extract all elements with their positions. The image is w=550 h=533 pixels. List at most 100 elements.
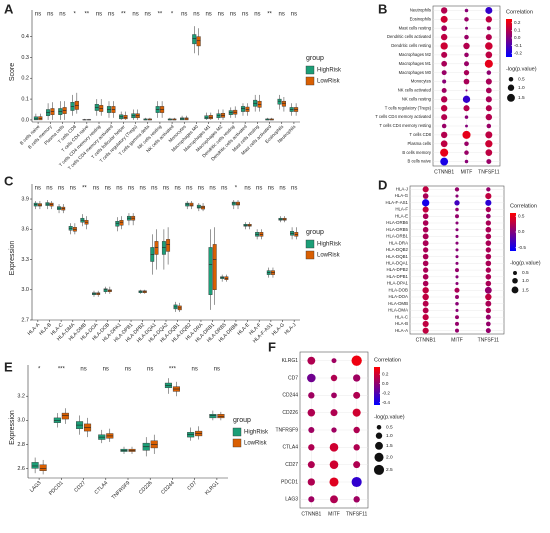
dot [455, 221, 459, 225]
dot [465, 26, 468, 30]
y-axis-title: Score [9, 63, 16, 81]
legend-title: group [306, 55, 324, 62]
row-label: LAG3 [285, 497, 298, 503]
dot [485, 233, 492, 240]
x-tick-label: CTLA4 [93, 480, 109, 496]
dot [423, 267, 429, 273]
x-tick-label: KLRG1 [204, 480, 220, 496]
row-label: NK cells resting [402, 96, 432, 101]
legend-swatch [305, 76, 315, 86]
size-legend-dot [374, 452, 384, 462]
size-legend-label: 0.5 [518, 77, 525, 83]
significance-label: ns [186, 186, 192, 192]
box [231, 201, 236, 206]
dot [353, 391, 361, 399]
legend-label: HighRisk [317, 242, 342, 248]
significance-label: ** [84, 12, 89, 18]
significance-label: ns [47, 12, 53, 18]
row-label: HLA-DQB1 [386, 254, 409, 259]
dot [422, 226, 429, 233]
significance-label: ns [268, 186, 274, 192]
significance-label: ns [145, 12, 151, 18]
dot [462, 130, 471, 139]
row-label: HLA-F-AS1 [386, 200, 409, 205]
size-legend-dot [511, 286, 519, 294]
dot [352, 408, 361, 417]
dot [331, 392, 337, 399]
dot [486, 26, 491, 31]
legend-label: LowRisk [317, 79, 341, 85]
dot [423, 247, 429, 253]
dot [422, 280, 429, 287]
row-label: KLRG1 [282, 358, 299, 364]
size-legend-dot [513, 271, 517, 275]
significance-label: ns [214, 367, 220, 373]
box [154, 241, 159, 255]
dot [486, 159, 492, 165]
dot [441, 25, 448, 32]
dot [455, 275, 459, 279]
dot [485, 149, 493, 157]
dot [485, 16, 493, 23]
colorbar-label: 0.2 [382, 371, 389, 376]
y-tick-label: 3.3 [21, 257, 29, 263]
dot [455, 255, 459, 259]
dot [307, 373, 316, 383]
size-legend-label: 0.5 [522, 270, 529, 276]
y-axis-title: Expression [9, 410, 16, 445]
row-label: Plasma cells [407, 141, 431, 146]
dot [485, 193, 492, 200]
dot [464, 17, 469, 22]
row-label: HLA-B [395, 321, 408, 326]
size-legend-dot [375, 441, 383, 450]
dot [441, 123, 447, 129]
size-legend-label: 1.0 [518, 85, 525, 91]
size-legend-label: 2.5 [386, 467, 393, 473]
row-label: Monocytes [411, 79, 431, 84]
y-tick-label: 0.4 [21, 34, 29, 40]
legend-label: LowRisk [317, 253, 341, 259]
x-tick-label: CD27 [73, 480, 87, 494]
dot [440, 140, 448, 148]
dot [422, 233, 429, 240]
row-label: Macrophages M0 [399, 70, 432, 75]
significance-label: ns [35, 186, 41, 192]
row-label: Dendritic cells activated [387, 34, 432, 39]
colorbar-title: Correlation [506, 9, 533, 15]
row-label: CD244 [282, 393, 298, 399]
x-tick-label: CD7 [186, 480, 198, 492]
dot [442, 79, 447, 84]
dot [441, 87, 447, 93]
col-label: TNFSF11 [346, 511, 368, 517]
dot [422, 260, 429, 267]
dot [485, 253, 492, 260]
significance-label: ns [218, 12, 224, 18]
row-label: HLA-DOB [388, 287, 408, 292]
dot [329, 477, 339, 487]
x-tick-label: HLA-G [271, 322, 286, 337]
row-label: HLA-F [395, 207, 408, 212]
box [166, 239, 171, 252]
significance-label: ** [121, 12, 126, 18]
dot [422, 287, 429, 294]
box [208, 115, 213, 120]
dot [485, 131, 493, 139]
row-label: HLA-DMB [388, 301, 408, 306]
dot [485, 267, 491, 273]
dot [440, 131, 448, 139]
row-label: TNFRSF9 [276, 427, 299, 433]
dot [353, 444, 360, 451]
dot [440, 15, 448, 23]
significance-label: * [235, 186, 238, 192]
dot [455, 194, 459, 198]
dot [485, 213, 491, 219]
dot [353, 496, 360, 503]
dot [486, 70, 492, 75]
dot [307, 356, 316, 365]
dot [464, 8, 469, 13]
significance-label: ns [151, 186, 157, 192]
size-legend-title: -log(p.value) [374, 414, 405, 420]
row-label: HLA-DQB2 [386, 247, 409, 252]
dot [440, 157, 449, 166]
dot [422, 240, 429, 247]
